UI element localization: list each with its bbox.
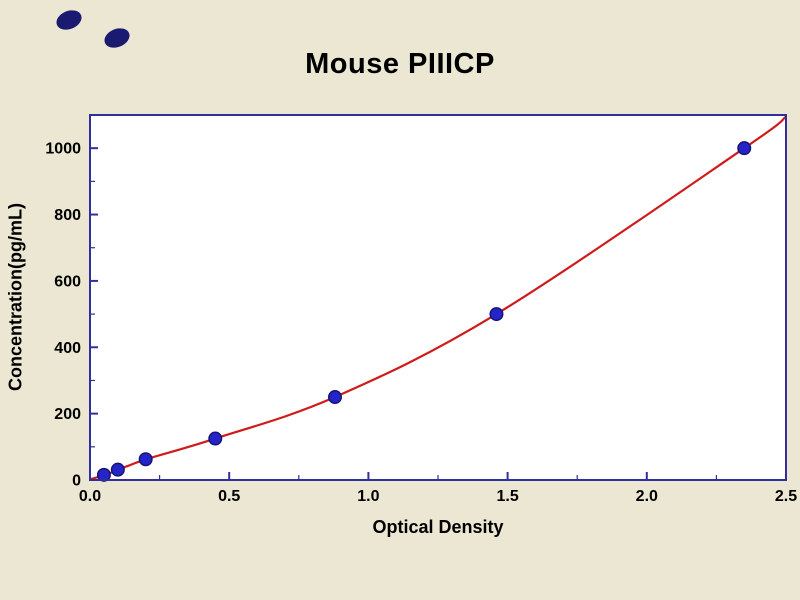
svg-text:2.5: 2.5 bbox=[775, 488, 797, 505]
data-point bbox=[110, 462, 125, 477]
data-point bbox=[737, 141, 752, 156]
svg-text:0.5: 0.5 bbox=[218, 488, 240, 505]
tick-labels: 0.0 0.5 1.0 1.5 2.0 2.5 0 200 400 600 800 1000 bbox=[45, 141, 797, 505]
svg-text:2.0: 2.0 bbox=[636, 488, 658, 505]
svg-text:1000: 1000 bbox=[45, 141, 81, 158]
svg-text:0: 0 bbox=[72, 473, 81, 490]
data-points bbox=[96, 141, 752, 482]
svg-text:200: 200 bbox=[54, 406, 81, 423]
data-point bbox=[96, 467, 111, 482]
data-point bbox=[489, 307, 504, 322]
data-point bbox=[208, 431, 223, 446]
svg-text:1.5: 1.5 bbox=[496, 488, 518, 505]
plot-area bbox=[90, 115, 786, 480]
svg-text:0.0: 0.0 bbox=[79, 488, 101, 505]
chart-title: Mouse PIIICP bbox=[305, 48, 495, 80]
svg-text:600: 600 bbox=[54, 273, 81, 290]
data-point bbox=[327, 390, 342, 405]
svg-text:1.0: 1.0 bbox=[357, 488, 379, 505]
axis-ticks bbox=[89, 114, 787, 481]
svg-text:800: 800 bbox=[54, 207, 81, 224]
x-axis-label: Optical Density bbox=[372, 517, 504, 537]
y-axis-label: Concentration(pg/mL) bbox=[5, 203, 26, 392]
data-point bbox=[138, 452, 153, 467]
svg-text:400: 400 bbox=[54, 340, 81, 357]
